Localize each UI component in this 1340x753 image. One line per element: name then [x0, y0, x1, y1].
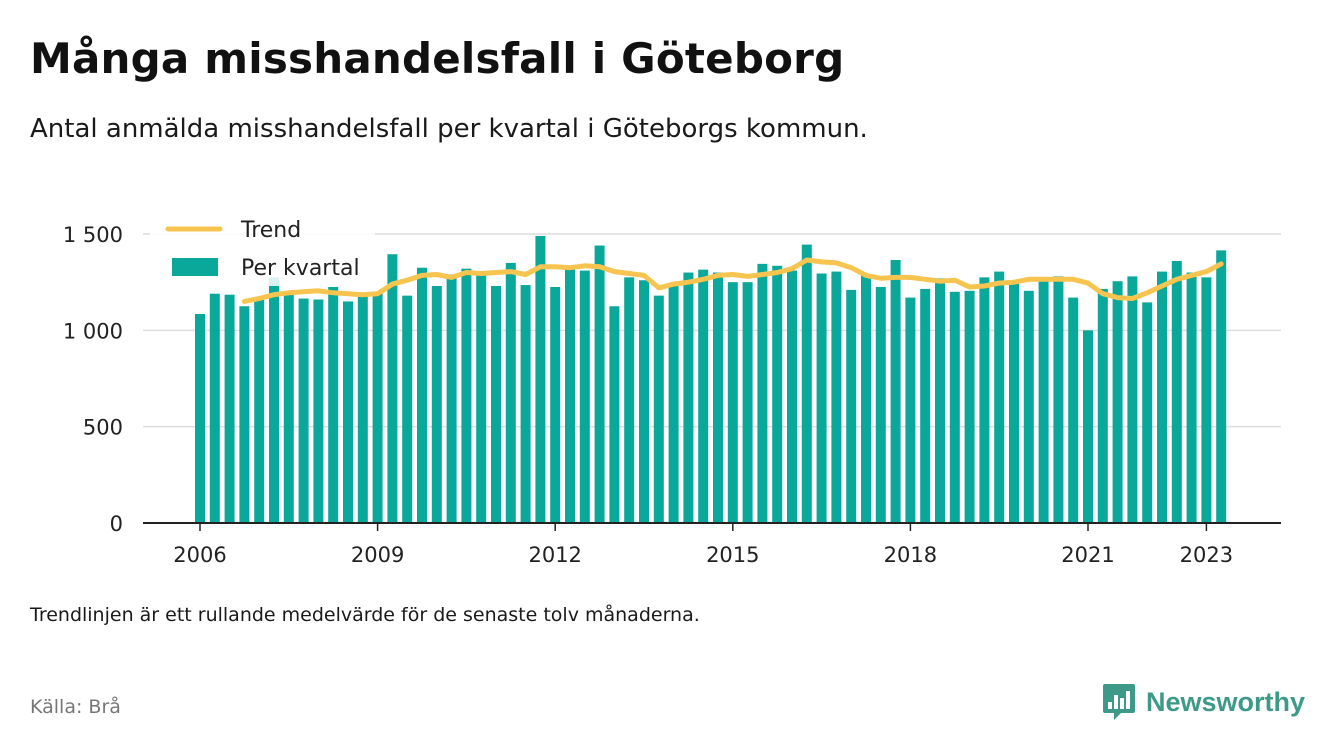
x-tick-label: 2012: [528, 543, 581, 567]
bar: [1068, 297, 1079, 523]
bar: [565, 268, 575, 523]
bar: [579, 270, 590, 523]
bar: [357, 295, 368, 523]
bar: [816, 273, 827, 523]
x-tick-label: 2021: [1061, 543, 1114, 567]
bar: [1201, 277, 1212, 523]
bar: [653, 295, 664, 523]
bar: [239, 306, 250, 523]
x-tick-label: 2009: [351, 543, 404, 567]
bar: [905, 297, 916, 523]
bar: [1216, 250, 1227, 524]
bar: [757, 263, 768, 523]
x-tick-label: 2015: [706, 543, 759, 567]
bar: [609, 306, 620, 523]
bar: [994, 271, 1005, 523]
newsworthy-icon: [1103, 684, 1135, 720]
bar: [1009, 281, 1019, 523]
bar: [861, 275, 871, 523]
bar-series: [195, 235, 1227, 524]
bar: [846, 289, 857, 523]
bar: [402, 295, 413, 523]
legend: Trend Per kvartal: [150, 212, 375, 286]
brand-logo: Newsworthy: [1102, 682, 1305, 722]
y-tick-label: 1 500: [63, 223, 123, 247]
bar: [1023, 290, 1034, 523]
chart-title: Många misshandelsfall i Göteborg: [30, 34, 845, 83]
bar: [1083, 330, 1093, 523]
bar: [313, 299, 324, 523]
bar: [1097, 288, 1108, 523]
bar: [979, 277, 990, 523]
y-tick-label: 1 000: [63, 319, 123, 343]
y-tick-label: 0: [110, 512, 123, 536]
bar: [787, 270, 797, 523]
bar: [1112, 281, 1123, 523]
bar: [431, 286, 442, 523]
bar: [417, 267, 427, 523]
bar: [550, 286, 561, 523]
bar: [683, 272, 694, 523]
bar: [476, 273, 487, 523]
x-tick-label: 2018: [884, 543, 937, 567]
bar: [639, 280, 649, 523]
bar: [875, 286, 886, 523]
bar: [772, 265, 783, 523]
bar: [624, 277, 635, 523]
footnote: Trendlinjen är ett rullande medelvärde f…: [30, 604, 700, 626]
bar: [269, 277, 279, 523]
bar: [283, 291, 294, 523]
bar: [698, 269, 709, 523]
bar: [920, 288, 931, 523]
bar: [1127, 276, 1138, 523]
bar: [742, 282, 753, 523]
bar: [209, 293, 220, 523]
bar: [594, 245, 605, 523]
bar: [1186, 272, 1197, 523]
bar: [224, 294, 235, 523]
bar: [801, 244, 812, 523]
bar: [890, 260, 901, 523]
y-tick-label: 500: [83, 416, 123, 440]
trend-line: [241, 257, 1224, 304]
bar: [387, 254, 398, 524]
bar: [372, 293, 383, 523]
source-label: Källa: Brå: [30, 696, 121, 718]
x-tick-label: 2006: [173, 543, 226, 567]
bar: [831, 271, 842, 523]
axes: 0 500 1 000 1 500 2006 2009 2012 2015 2018 2021 20…: [63, 223, 1281, 567]
bar: [1038, 279, 1049, 523]
bar: [254, 298, 265, 523]
bar: [1142, 302, 1153, 523]
bar: [446, 274, 457, 523]
bar: [1053, 276, 1064, 523]
chart-subtitle: Antal anmälda misshandelsfall per kvarta…: [30, 114, 868, 144]
chart-svg: 0 500 1 000 1 500 2006 2009 2012 2015 2018 2021 20…: [62, 212, 1281, 567]
bar: [505, 262, 516, 523]
bar: [935, 278, 945, 523]
legend-bars-label: Per kvartal: [241, 256, 360, 281]
bar: [1171, 260, 1182, 523]
x-tick-label: 2023: [1180, 543, 1233, 567]
brand-name: Newsworthy: [1146, 686, 1306, 717]
bar: [964, 290, 975, 523]
bar: [727, 282, 738, 523]
bar: [713, 272, 723, 523]
bar: [328, 286, 339, 523]
legend-bars-swatch: [172, 258, 218, 276]
bar: [520, 285, 531, 523]
legend-trend-label: Trend: [240, 218, 301, 243]
bar: [461, 268, 472, 523]
bar: [343, 301, 353, 523]
bar: [668, 286, 679, 523]
bar: [298, 298, 309, 523]
bar: [535, 235, 546, 523]
bar: [491, 286, 501, 523]
trend-series: [241, 257, 1224, 304]
bar: [195, 313, 205, 523]
bar: [949, 291, 960, 523]
bar: [1157, 271, 1167, 523]
